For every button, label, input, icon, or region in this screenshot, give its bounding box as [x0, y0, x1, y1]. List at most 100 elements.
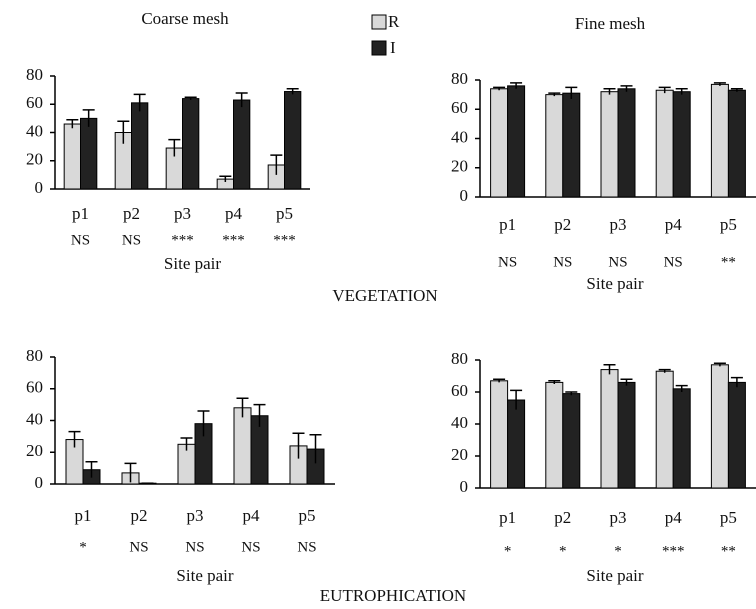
y-tick-label: 0: [35, 473, 44, 492]
error-bar: [658, 368, 671, 373]
bar: [727, 381, 746, 489]
bar: [284, 91, 302, 190]
bar: [617, 88, 636, 198]
y-tick-label: 40: [451, 127, 468, 146]
section-label: EUTROPHICATION: [320, 586, 466, 605]
x-tick-label: p2: [123, 204, 140, 223]
significance-label: *: [79, 539, 87, 555]
bar: [600, 91, 619, 198]
error-bar: [253, 403, 266, 427]
error-bar: [675, 88, 688, 95]
error-bar: [235, 92, 248, 108]
error-bar: [548, 92, 561, 97]
x-axis-label: Site pair: [586, 566, 643, 585]
bar: [562, 393, 581, 489]
significance-label: **: [721, 543, 736, 559]
x-axis-label: Site pair: [586, 274, 643, 293]
error-bar: [730, 88, 743, 92]
x-tick-label: p3: [174, 204, 191, 223]
x-tick-label: p5: [276, 204, 293, 223]
bar: [233, 99, 251, 190]
error-bar: [168, 138, 181, 157]
bar: [233, 407, 252, 485]
error-bar: [197, 410, 210, 437]
significance-label: NS: [553, 254, 572, 270]
error-bar: [236, 397, 249, 418]
y-tick-label: 20: [451, 445, 468, 464]
bar: [672, 388, 691, 489]
significance-label: **: [721, 254, 736, 270]
x-tick-label: p4: [665, 215, 683, 234]
error-bar: [180, 437, 193, 451]
x-tick-label: p5: [720, 508, 737, 527]
x-axis-label: Site pair: [176, 566, 233, 585]
significance-label: NS: [129, 539, 148, 555]
error-bar: [493, 378, 506, 383]
legend-swatch: [371, 40, 387, 56]
error-bar: [620, 378, 633, 386]
bar: [710, 364, 729, 489]
bar: [672, 91, 691, 198]
bar: [545, 381, 564, 489]
x-tick-label: p1: [72, 204, 89, 223]
bar: [182, 98, 200, 190]
error-bar: [68, 430, 81, 448]
error-bar: [82, 109, 95, 127]
error-bar: [309, 434, 322, 464]
x-axis-label: Site pair: [164, 254, 221, 273]
significance-label: ***: [273, 232, 296, 248]
y-tick-label: 60: [451, 98, 468, 117]
x-tick-label: p5: [299, 506, 316, 525]
y-tick-label: 80: [451, 349, 468, 368]
error-bar: [117, 120, 130, 144]
y-tick-label: 60: [26, 93, 43, 112]
x-tick-label: p1: [499, 215, 516, 234]
y-tick-label: 0: [35, 178, 44, 197]
bar: [63, 123, 81, 190]
legend-swatch: [371, 14, 387, 30]
bar: [710, 83, 729, 198]
bar: [655, 370, 674, 489]
y-tick-label: 80: [26, 65, 43, 84]
y-tick-label: 40: [451, 413, 468, 432]
y-tick-label: 80: [451, 69, 468, 88]
x-tick-label: p5: [720, 215, 737, 234]
x-tick-label: p3: [187, 506, 204, 525]
y-tick-label: 20: [26, 441, 43, 460]
error-bar: [548, 380, 561, 384]
error-bar: [219, 175, 232, 182]
error-bar: [713, 82, 726, 86]
error-bar: [133, 93, 146, 112]
bar: [131, 102, 149, 190]
y-tick-label: 0: [460, 186, 469, 205]
x-tick-label: p4: [243, 506, 261, 525]
bar: [562, 92, 581, 198]
y-tick-label: 20: [26, 150, 43, 169]
significance-label: NS: [498, 254, 517, 270]
chart-title: Coarse mesh: [141, 9, 229, 28]
x-tick-label: p2: [131, 506, 148, 525]
error-bar: [124, 462, 137, 483]
legend-label: R: [388, 12, 400, 31]
error-bar: [713, 362, 726, 367]
y-tick-label: 80: [26, 346, 43, 365]
significance-label: NS: [241, 539, 260, 555]
bar: [490, 88, 509, 198]
y-tick-label: 0: [460, 477, 469, 496]
error-bar: [510, 82, 523, 89]
error-bar: [85, 461, 98, 478]
error-bar: [510, 389, 523, 410]
bar: [507, 399, 526, 489]
chart-title: Fine mesh: [575, 14, 646, 33]
significance-label: NS: [608, 254, 627, 270]
bar: [545, 94, 564, 198]
error-bar: [658, 86, 671, 94]
error-bar: [270, 154, 283, 175]
x-tick-label: p4: [225, 204, 243, 223]
bar: [80, 117, 98, 190]
error-bar: [675, 384, 688, 392]
y-tick-label: 60: [26, 378, 43, 397]
error-bar: [603, 88, 616, 95]
error-bar: [730, 376, 743, 388]
x-tick-label: p3: [610, 215, 627, 234]
